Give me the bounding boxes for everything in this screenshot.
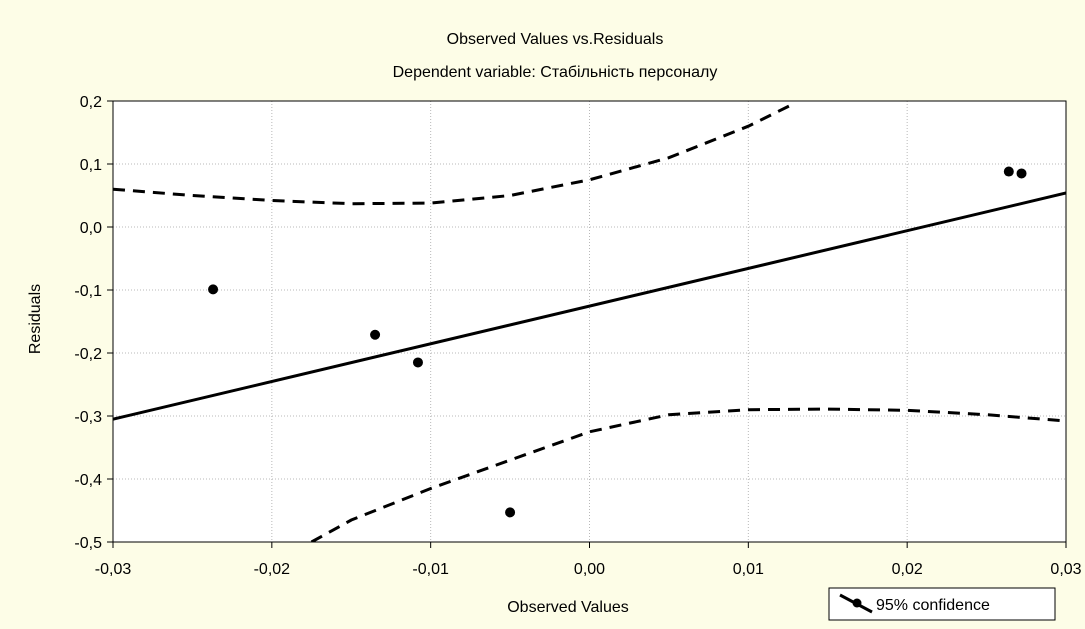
legend: 95% confidence [828, 587, 1056, 621]
legend-label: 95% confidence [876, 597, 990, 614]
x-tick-label: -0,02 [254, 561, 291, 578]
upper-confidence-band [113, 102, 794, 206]
y-tick-label: 0,2 [80, 94, 102, 111]
data-point [208, 284, 219, 295]
chart-subtitle: Dependent variable: Стабільність персона… [393, 64, 718, 81]
x-tick-label: 0,02 [892, 561, 923, 578]
y-tick-label: -0,5 [74, 535, 102, 552]
legend-marker-icon [852, 598, 862, 608]
plot-area: -0,03 -0,02 -0,01 0,00 0,01 0,02 0,03 0,2 0,1 0,0… [74, 94, 1081, 578]
y-tick-label: -0,3 [74, 409, 102, 426]
x-tick-label: 0,03 [1050, 561, 1081, 578]
y-tick-label: 0,0 [80, 220, 102, 237]
y-tick-label: -0,4 [74, 472, 102, 489]
data-point [370, 329, 381, 340]
chart-title: Observed Values vs.Residuals [447, 31, 664, 48]
x-axis-title: Observed Values [507, 599, 629, 616]
x-tick-label: 0,00 [574, 561, 605, 578]
plot-background [113, 101, 1066, 542]
data-point [1016, 168, 1027, 179]
y-axis-title: Residuals [27, 284, 44, 354]
y-tick-label: -0,1 [74, 283, 102, 300]
legend-box [828, 587, 1056, 621]
x-tick-label: -0,03 [95, 561, 132, 578]
y-tick-label: 0,1 [80, 157, 102, 174]
lower-confidence-band [310, 407, 1066, 542]
y-tick-label: -0,2 [74, 346, 102, 363]
data-point [412, 357, 423, 368]
x-tick-label: 0,01 [733, 561, 764, 578]
x-tick-label: -0,01 [412, 561, 449, 578]
regression-line [113, 191, 1066, 421]
data-point [505, 507, 516, 518]
data-point [1003, 166, 1014, 177]
series-group [113, 102, 1066, 542]
